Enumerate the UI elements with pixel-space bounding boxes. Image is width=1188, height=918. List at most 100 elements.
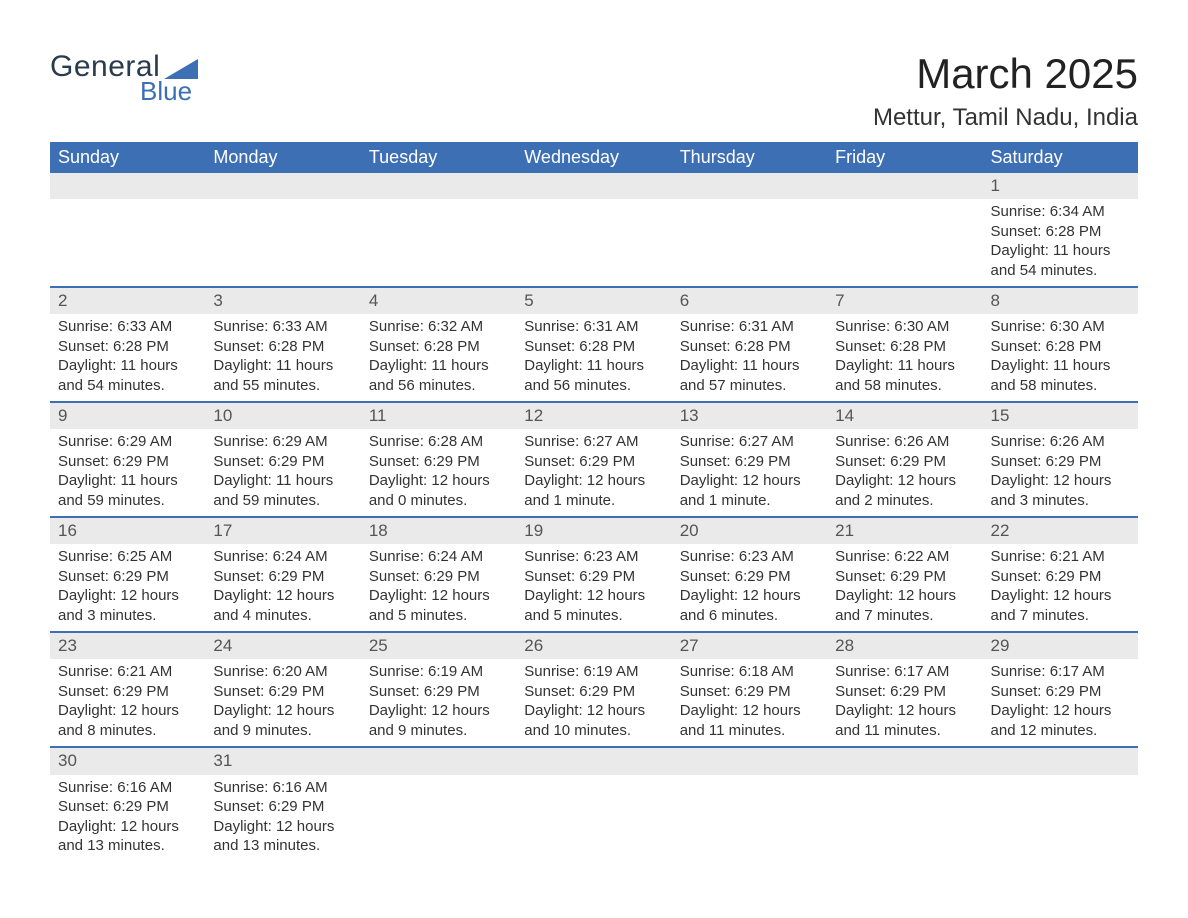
day-number: 27 xyxy=(672,632,827,659)
empty-cell xyxy=(361,199,516,287)
day-cell: Sunrise: 6:30 AMSunset: 6:28 PMDaylight:… xyxy=(983,314,1138,402)
day-cell: Sunrise: 6:17 AMSunset: 6:29 PMDaylight:… xyxy=(983,659,1138,747)
daylight: Daylight: 12 hours and 13 minutes. xyxy=(58,817,197,856)
empty-cell xyxy=(827,173,982,199)
day-number-row: 3031 xyxy=(50,747,1138,774)
sunrise: Sunrise: 6:20 AM xyxy=(213,662,352,682)
empty-cell xyxy=(827,199,982,287)
sunset: Sunset: 6:29 PM xyxy=(680,682,819,702)
day-cell: Sunrise: 6:29 AMSunset: 6:29 PMDaylight:… xyxy=(50,429,205,517)
daylight: Daylight: 12 hours and 7 minutes. xyxy=(835,586,974,625)
day-number-row: 23242526272829 xyxy=(50,632,1138,659)
day-cell: Sunrise: 6:21 AMSunset: 6:29 PMDaylight:… xyxy=(50,659,205,747)
sunrise: Sunrise: 6:17 AM xyxy=(835,662,974,682)
sunset: Sunset: 6:29 PM xyxy=(835,567,974,587)
sunset: Sunset: 6:29 PM xyxy=(991,567,1130,587)
sunset: Sunset: 6:29 PM xyxy=(58,567,197,587)
daylight: Daylight: 11 hours and 59 minutes. xyxy=(58,471,197,510)
sunrise: Sunrise: 6:30 AM xyxy=(991,317,1130,337)
day-number: 23 xyxy=(50,632,205,659)
empty-cell xyxy=(50,199,205,287)
sunrise: Sunrise: 6:24 AM xyxy=(213,547,352,567)
sunset: Sunset: 6:29 PM xyxy=(524,452,663,472)
daylight: Daylight: 11 hours and 58 minutes. xyxy=(835,356,974,395)
sunrise: Sunrise: 6:28 AM xyxy=(369,432,508,452)
daylight: Daylight: 12 hours and 8 minutes. xyxy=(58,701,197,740)
day-cell: Sunrise: 6:24 AMSunset: 6:29 PMDaylight:… xyxy=(205,544,360,632)
day-number-row: 1 xyxy=(50,173,1138,199)
day-number: 19 xyxy=(516,517,671,544)
daylight: Daylight: 12 hours and 7 minutes. xyxy=(991,586,1130,625)
sunrise: Sunrise: 6:31 AM xyxy=(524,317,663,337)
sunrise: Sunrise: 6:33 AM xyxy=(213,317,352,337)
sunset: Sunset: 6:29 PM xyxy=(835,452,974,472)
day-number: 6 xyxy=(672,287,827,314)
brand-name-bottom: Blue xyxy=(140,76,192,107)
weekday-header: Monday xyxy=(205,142,360,173)
daylight: Daylight: 12 hours and 13 minutes. xyxy=(213,817,352,856)
daylight: Daylight: 11 hours and 56 minutes. xyxy=(524,356,663,395)
day-number: 3 xyxy=(205,287,360,314)
day-details-row: Sunrise: 6:33 AMSunset: 6:28 PMDaylight:… xyxy=(50,314,1138,402)
day-number: 2 xyxy=(50,287,205,314)
day-cell: Sunrise: 6:31 AMSunset: 6:28 PMDaylight:… xyxy=(672,314,827,402)
sunrise: Sunrise: 6:30 AM xyxy=(835,317,974,337)
empty-cell xyxy=(983,747,1138,774)
day-number: 30 xyxy=(50,747,205,774)
weekday-header: Friday xyxy=(827,142,982,173)
sunset: Sunset: 6:28 PM xyxy=(369,337,508,357)
day-number: 18 xyxy=(361,517,516,544)
daylight: Daylight: 12 hours and 9 minutes. xyxy=(213,701,352,740)
sunrise: Sunrise: 6:21 AM xyxy=(991,547,1130,567)
sunset: Sunset: 6:29 PM xyxy=(213,567,352,587)
sunset: Sunset: 6:29 PM xyxy=(58,452,197,472)
day-number: 1 xyxy=(983,173,1138,199)
empty-cell xyxy=(516,775,671,862)
day-cell: Sunrise: 6:22 AMSunset: 6:29 PMDaylight:… xyxy=(827,544,982,632)
daylight: Daylight: 12 hours and 5 minutes. xyxy=(369,586,508,625)
sunrise: Sunrise: 6:22 AM xyxy=(835,547,974,567)
day-cell: Sunrise: 6:29 AMSunset: 6:29 PMDaylight:… xyxy=(205,429,360,517)
day-number: 14 xyxy=(827,402,982,429)
calendar-page: General Blue March 2025 Mettur, Tamil Na… xyxy=(0,0,1188,918)
weekday-header: Wednesday xyxy=(516,142,671,173)
empty-cell xyxy=(205,173,360,199)
sunset: Sunset: 6:29 PM xyxy=(58,682,197,702)
calendar-header-row: SundayMondayTuesdayWednesdayThursdayFrid… xyxy=(50,142,1138,173)
day-cell: Sunrise: 6:16 AMSunset: 6:29 PMDaylight:… xyxy=(50,775,205,862)
weekday-header: Saturday xyxy=(983,142,1138,173)
weekday-header: Sunday xyxy=(50,142,205,173)
daylight: Daylight: 12 hours and 2 minutes. xyxy=(835,471,974,510)
daylight: Daylight: 12 hours and 11 minutes. xyxy=(680,701,819,740)
calendar-table: SundayMondayTuesdayWednesdayThursdayFrid… xyxy=(50,142,1138,862)
day-cell: Sunrise: 6:30 AMSunset: 6:28 PMDaylight:… xyxy=(827,314,982,402)
day-number: 12 xyxy=(516,402,671,429)
daylight: Daylight: 12 hours and 0 minutes. xyxy=(369,471,508,510)
day-cell: Sunrise: 6:23 AMSunset: 6:29 PMDaylight:… xyxy=(516,544,671,632)
brand-logo: General Blue xyxy=(50,50,198,107)
sunset: Sunset: 6:29 PM xyxy=(991,682,1130,702)
day-cell: Sunrise: 6:28 AMSunset: 6:29 PMDaylight:… xyxy=(361,429,516,517)
day-cell: Sunrise: 6:33 AMSunset: 6:28 PMDaylight:… xyxy=(50,314,205,402)
sunrise: Sunrise: 6:17 AM xyxy=(991,662,1130,682)
empty-cell xyxy=(983,775,1138,862)
empty-cell xyxy=(50,173,205,199)
daylight: Daylight: 11 hours and 54 minutes. xyxy=(58,356,197,395)
day-cell: Sunrise: 6:24 AMSunset: 6:29 PMDaylight:… xyxy=(361,544,516,632)
day-cell: Sunrise: 6:27 AMSunset: 6:29 PMDaylight:… xyxy=(672,429,827,517)
sunset: Sunset: 6:28 PM xyxy=(213,337,352,357)
day-cell: Sunrise: 6:17 AMSunset: 6:29 PMDaylight:… xyxy=(827,659,982,747)
sunset: Sunset: 6:28 PM xyxy=(58,337,197,357)
day-details-row: Sunrise: 6:16 AMSunset: 6:29 PMDaylight:… xyxy=(50,775,1138,862)
day-number: 26 xyxy=(516,632,671,659)
day-number: 22 xyxy=(983,517,1138,544)
sunrise: Sunrise: 6:26 AM xyxy=(991,432,1130,452)
sunrise: Sunrise: 6:16 AM xyxy=(58,778,197,798)
sunset: Sunset: 6:29 PM xyxy=(213,452,352,472)
day-number: 7 xyxy=(827,287,982,314)
day-number: 11 xyxy=(361,402,516,429)
day-cell: Sunrise: 6:18 AMSunset: 6:29 PMDaylight:… xyxy=(672,659,827,747)
header: General Blue March 2025 Mettur, Tamil Na… xyxy=(50,50,1138,132)
sunrise: Sunrise: 6:26 AM xyxy=(835,432,974,452)
day-cell: Sunrise: 6:19 AMSunset: 6:29 PMDaylight:… xyxy=(361,659,516,747)
